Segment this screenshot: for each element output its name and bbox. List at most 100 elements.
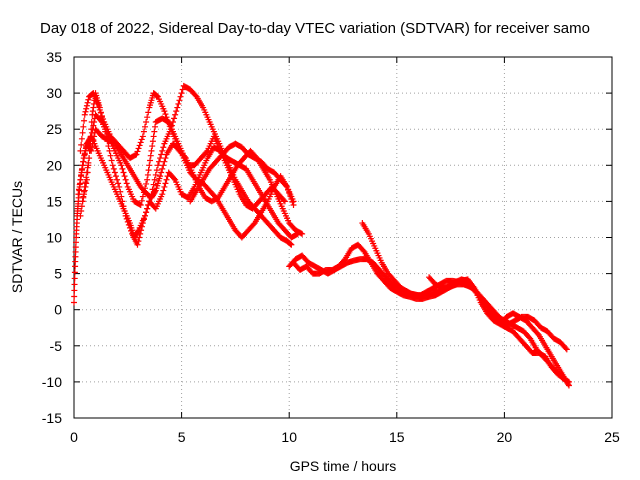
data-point [116, 183, 123, 190]
data-point [163, 176, 170, 183]
data-point [88, 144, 95, 151]
series-track-9 [359, 220, 572, 385]
data-point [280, 197, 287, 204]
data-point [179, 86, 186, 93]
series-track-1 [71, 126, 306, 306]
data-point [144, 114, 151, 121]
data-point [143, 180, 150, 187]
data-point [83, 102, 90, 109]
data-point [97, 109, 104, 116]
data-point [174, 104, 181, 111]
data-point [534, 330, 541, 337]
y-tick-label: 35 [46, 49, 62, 65]
data-point [85, 96, 92, 103]
data-point [110, 165, 117, 172]
data-point [76, 181, 83, 188]
data-point [211, 193, 218, 200]
data-point [121, 173, 128, 180]
data-point [159, 191, 166, 198]
data-point [203, 149, 210, 156]
data-point [161, 183, 168, 190]
data-point [158, 169, 165, 176]
data-point [83, 105, 90, 112]
data-point [79, 129, 86, 136]
data-point [119, 165, 126, 172]
data-point [112, 173, 119, 180]
data-point [83, 180, 90, 187]
x-tick-label: 25 [604, 429, 620, 445]
data-point [145, 167, 152, 174]
data-point [108, 157, 115, 164]
data-point [80, 158, 87, 165]
y-tick-label: 20 [46, 157, 62, 173]
y-tick-label: 5 [54, 266, 62, 282]
data-point [77, 176, 84, 183]
data-point [118, 162, 125, 169]
data-point [138, 197, 145, 204]
data-point [161, 108, 168, 115]
data-point [90, 122, 97, 129]
data-point [178, 90, 185, 97]
y-tick-label: -5 [50, 338, 63, 354]
data-point [85, 162, 92, 169]
data-point [81, 191, 88, 198]
data-point [71, 269, 78, 276]
series-track-6 [187, 140, 297, 205]
data-point [123, 180, 130, 187]
data-point [88, 129, 95, 136]
data-point [94, 100, 101, 107]
data-point [81, 155, 88, 162]
data-point [153, 167, 160, 174]
data-point [147, 152, 154, 159]
y-tick-label: 10 [46, 230, 62, 246]
data-point [89, 126, 96, 133]
data-point [80, 123, 87, 130]
data-point [173, 108, 180, 115]
data-point [293, 231, 300, 238]
data-point [564, 378, 571, 385]
data-series [71, 82, 572, 389]
data-point [142, 185, 149, 192]
data-point [78, 203, 85, 210]
data-point [75, 191, 82, 198]
data-point [159, 165, 166, 172]
data-point [78, 167, 85, 174]
data-point [120, 169, 127, 176]
data-point [151, 176, 158, 183]
data-point [298, 230, 305, 237]
data-point [150, 133, 157, 140]
data-point [146, 198, 153, 205]
y-tick-label: 15 [46, 193, 62, 209]
data-point [71, 281, 78, 288]
data-point [77, 212, 84, 219]
data-point [148, 191, 155, 198]
y-tick-label: 0 [54, 302, 62, 318]
data-point [360, 247, 367, 254]
data-point [152, 171, 159, 178]
data-point [115, 180, 122, 187]
data-point [161, 158, 168, 165]
data-point [71, 299, 77, 306]
data-point [71, 287, 78, 294]
y-tick-label: 25 [46, 121, 62, 137]
data-point [288, 241, 295, 248]
data-point [81, 151, 88, 158]
data-point [82, 108, 89, 115]
data-point [133, 151, 140, 158]
x-tick-label: 0 [70, 429, 78, 445]
data-point [82, 183, 89, 190]
grid-lines [74, 57, 612, 418]
y-axis-label: SDTVAR / TECUs [9, 181, 25, 293]
data-point [158, 151, 165, 158]
y-tick-label: 30 [46, 85, 62, 101]
data-point [281, 198, 288, 205]
data-point [137, 202, 144, 209]
data-point [144, 205, 151, 212]
data-point [139, 193, 146, 200]
data-point [111, 169, 118, 176]
data-point [171, 175, 178, 182]
data-point [151, 128, 158, 135]
data-point [140, 128, 147, 135]
data-point [287, 241, 294, 248]
x-axis-ticks: 0 5 10 15 20 25 [70, 57, 620, 445]
